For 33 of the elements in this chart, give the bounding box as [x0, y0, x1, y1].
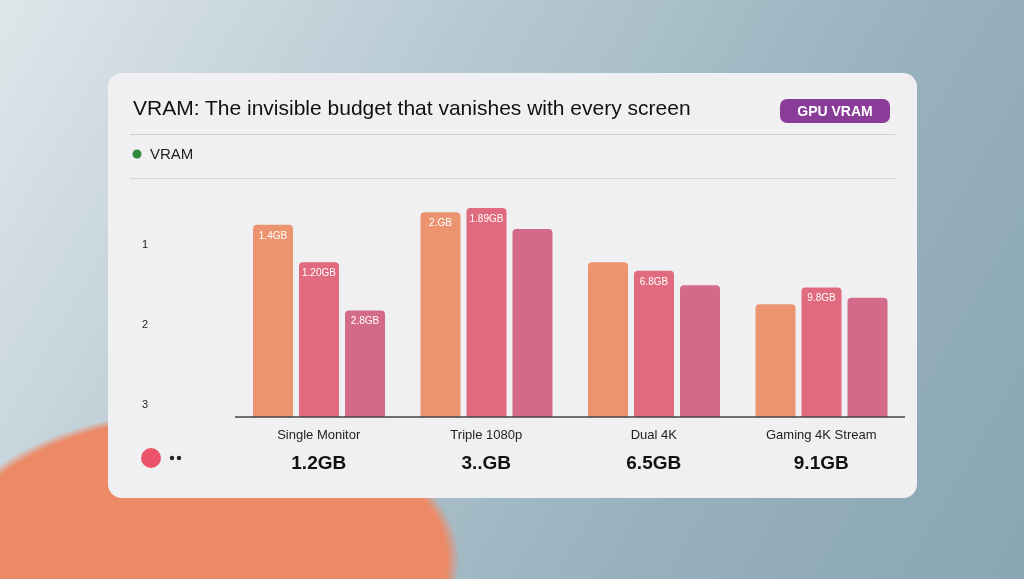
- annotation: 1.89GB: [469, 213, 504, 224]
- bar: [755, 304, 796, 417]
- text: 1.2GB: [291, 452, 347, 473]
- annotation: 1.20GB: [302, 267, 337, 279]
- text: 9.1GB: [793, 452, 849, 473]
- text: GPU VRAM: [780, 99, 890, 123]
- bar: [680, 285, 720, 417]
- bar: [847, 297, 888, 417]
- x-tick-label: Dual 4K: [630, 427, 678, 442]
- text: 3..GB: [461, 452, 512, 473]
- annotation: 2.GB: [429, 217, 453, 229]
- bar: [634, 270, 674, 417]
- text: 3: [142, 398, 149, 410]
- bar: [299, 262, 339, 417]
- bar: [420, 212, 461, 417]
- text: 1: [142, 238, 149, 250]
- annotation: 6.8GB: [639, 275, 669, 287]
- chart-title: VRAM: The invisible budget that vanishes with every screen: [133, 96, 691, 120]
- bar: [466, 208, 507, 417]
- bar: [345, 310, 385, 417]
- x-tick-label: Gaming 4K Stream: [765, 427, 877, 442]
- chart-subtitle: VRAM: [150, 145, 194, 162]
- bar: [253, 224, 293, 417]
- annotation: 1.4GB: [258, 229, 288, 241]
- text: 2: [142, 318, 149, 330]
- x-tick-label: Triple 1080p: [450, 427, 523, 442]
- bar: [801, 287, 842, 417]
- annotation: 9.8GB: [807, 292, 836, 304]
- annotation: 2.8GB: [350, 315, 380, 327]
- x-tick-label: Single Monitor: [277, 427, 361, 442]
- bar: [588, 262, 628, 417]
- text: 6.5GB: [626, 452, 682, 473]
- bar: [512, 228, 553, 417]
